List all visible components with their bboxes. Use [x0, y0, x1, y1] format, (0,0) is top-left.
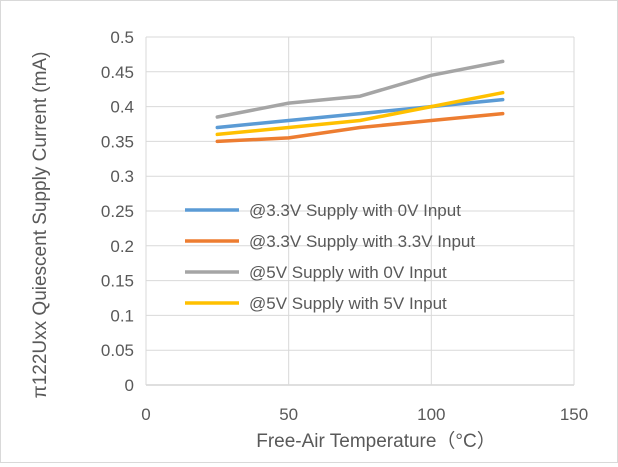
y-tick-label: 0 [125, 376, 134, 395]
x-tick-label: 0 [141, 405, 150, 424]
legend-label-2: @3.3V Supply with 3.3V Input [249, 232, 475, 251]
series-lines [215, 59, 505, 144]
y-axis-title: π122Uxx Quiescent Supply Current (mA) [30, 52, 51, 399]
y-tick-label: 0.2 [110, 237, 134, 256]
y-tick-label: 0.15 [101, 272, 134, 291]
series-line-2 [215, 111, 505, 144]
series-line-4 [215, 90, 505, 137]
y-tick-label: 0.1 [110, 306, 134, 325]
x-tick-label: 50 [279, 405, 298, 424]
y-tick-label: 0.5 [110, 28, 134, 47]
y-tick-label: 0.4 [110, 98, 134, 117]
x-tick-label: 150 [560, 405, 588, 424]
y-tick-labels: 0 0.05 0.1 0.15 0.2 0.25 0.3 0.35 0.4 0.45 0.5 [101, 28, 134, 395]
legend-label-4: @5V Supply with 5V Input [249, 294, 447, 313]
y-tick-label: 0.05 [101, 341, 134, 360]
series-line-1 [215, 97, 505, 130]
y-tick-label: 0.45 [101, 63, 134, 82]
x-tick-label: 100 [417, 405, 445, 424]
legend: @3.3V Supply with 0V Input @3.3V Supply w… [185, 201, 475, 313]
y-tick-label: 0.35 [101, 132, 134, 151]
legend-label-3: @5V Supply with 0V Input [249, 263, 447, 282]
y-tick-label: 0.3 [110, 167, 134, 186]
y-tick-label: 0.25 [101, 202, 134, 221]
x-tick-labels: 0 50 100 150 [141, 405, 588, 424]
x-axis-title: Free-Air Temperature（°C） [256, 430, 496, 452]
legend-label-1: @3.3V Supply with 0V Input [249, 201, 461, 220]
series-line-3 [215, 59, 505, 119]
